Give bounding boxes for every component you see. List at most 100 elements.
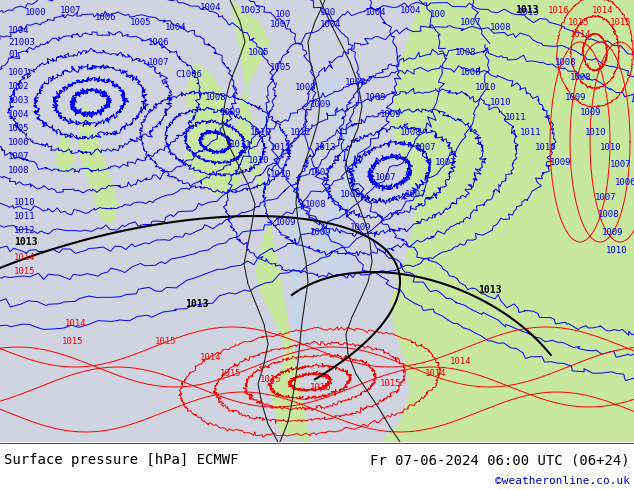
Text: 1007: 1007 <box>405 190 427 198</box>
Text: 1007: 1007 <box>375 172 396 181</box>
Text: 1009: 1009 <box>550 157 571 167</box>
Text: 1005: 1005 <box>248 48 269 56</box>
Text: 1009: 1009 <box>565 93 586 101</box>
Text: 1009: 1009 <box>602 227 623 237</box>
Text: 1010: 1010 <box>14 197 36 206</box>
Text: 1016: 1016 <box>548 5 569 15</box>
Text: 1015: 1015 <box>380 379 401 389</box>
Text: 1011: 1011 <box>230 140 252 148</box>
Text: 1011: 1011 <box>270 143 292 151</box>
Text: 1010: 1010 <box>585 127 607 137</box>
Text: 1013: 1013 <box>315 143 337 151</box>
Polygon shape <box>185 62 245 197</box>
Text: 1009: 1009 <box>275 218 297 226</box>
Text: 1007: 1007 <box>310 168 332 176</box>
Text: 1013: 1013 <box>515 5 538 15</box>
Text: 1010: 1010 <box>606 245 628 254</box>
Text: 1009: 1009 <box>350 222 372 231</box>
Text: 1015: 1015 <box>220 369 242 378</box>
Text: 1013: 1013 <box>14 237 37 247</box>
Polygon shape <box>310 72 365 292</box>
Text: 1008: 1008 <box>400 127 422 137</box>
Text: 01: 01 <box>8 49 19 58</box>
Text: 1006: 1006 <box>148 38 169 47</box>
Text: 1014: 1014 <box>65 319 86 328</box>
Text: 100: 100 <box>430 9 446 19</box>
Text: 1007: 1007 <box>415 143 436 151</box>
Polygon shape <box>55 132 75 174</box>
Text: 1006: 1006 <box>8 138 30 147</box>
Text: 1005: 1005 <box>8 123 30 132</box>
Text: 1011: 1011 <box>14 212 36 220</box>
Polygon shape <box>288 182 310 352</box>
Text: Surface pressure [hPa] ECMWF: Surface pressure [hPa] ECMWF <box>4 453 238 467</box>
Text: 1009: 1009 <box>365 93 387 101</box>
Text: 1008: 1008 <box>205 93 226 101</box>
Text: 1008: 1008 <box>570 73 592 81</box>
Text: 1008: 1008 <box>598 210 619 219</box>
Text: 1008: 1008 <box>345 77 366 87</box>
Text: 21003: 21003 <box>8 38 35 47</box>
Text: 1003: 1003 <box>8 96 30 104</box>
Text: 1007: 1007 <box>610 160 631 169</box>
Text: 1016: 1016 <box>310 383 332 392</box>
Text: 1004: 1004 <box>200 2 221 11</box>
Text: 1015: 1015 <box>155 338 176 346</box>
Text: 1014: 1014 <box>425 369 446 378</box>
Polygon shape <box>230 0 634 442</box>
Text: 1008: 1008 <box>555 57 576 67</box>
Text: 1004: 1004 <box>8 25 30 34</box>
Text: 1008: 1008 <box>460 68 481 76</box>
Text: 1001: 1001 <box>8 68 30 76</box>
Text: 1007: 1007 <box>270 20 292 28</box>
Text: 1008: 1008 <box>295 82 316 92</box>
Text: 1015: 1015 <box>568 18 590 26</box>
Text: 1015: 1015 <box>62 338 84 346</box>
Text: 1004: 1004 <box>8 109 30 119</box>
Text: 1008: 1008 <box>305 199 327 209</box>
Text: 1010: 1010 <box>270 170 292 178</box>
Text: 1007: 1007 <box>60 5 82 15</box>
Text: 100: 100 <box>320 7 336 17</box>
Text: 1014: 1014 <box>570 29 592 39</box>
Text: 1007: 1007 <box>148 57 169 67</box>
Text: 1010: 1010 <box>475 82 496 92</box>
Text: 1013: 1013 <box>518 7 540 17</box>
Text: 1008: 1008 <box>455 48 477 56</box>
Text: ©weatheronline.co.uk: ©weatheronline.co.uk <box>495 476 630 487</box>
Text: 1013: 1013 <box>185 299 209 309</box>
Text: 1015: 1015 <box>610 18 631 26</box>
Text: 1014: 1014 <box>14 252 36 262</box>
Text: 1011: 1011 <box>505 113 526 122</box>
Text: 1003: 1003 <box>240 5 261 15</box>
Text: 1006: 1006 <box>615 177 634 187</box>
Text: 1009: 1009 <box>310 227 332 237</box>
Text: 1015: 1015 <box>14 268 36 276</box>
Text: 1005: 1005 <box>130 18 152 26</box>
Text: 1004: 1004 <box>365 7 387 17</box>
Text: 1010: 1010 <box>490 98 512 106</box>
Text: 1007: 1007 <box>435 157 456 167</box>
Text: 1014: 1014 <box>200 352 221 362</box>
Text: 1007: 1007 <box>8 151 30 161</box>
Text: 100: 100 <box>275 9 291 19</box>
Text: 1002: 1002 <box>8 81 30 91</box>
Text: 1005: 1005 <box>270 63 292 72</box>
Text: 1014: 1014 <box>592 5 614 15</box>
Text: 1009: 1009 <box>580 107 602 117</box>
Text: 1008: 1008 <box>490 23 512 31</box>
Text: 1008: 1008 <box>340 190 361 198</box>
Text: 1004: 1004 <box>165 23 186 31</box>
Text: 1010: 1010 <box>600 143 621 151</box>
Text: 1007: 1007 <box>595 193 616 201</box>
Text: 1013: 1013 <box>478 285 501 295</box>
Text: 1009: 1009 <box>220 107 242 117</box>
Text: 1011: 1011 <box>520 127 541 137</box>
Text: 1004: 1004 <box>400 5 422 15</box>
Text: 1006: 1006 <box>95 13 117 22</box>
Text: C1006: C1006 <box>175 70 202 78</box>
Text: 1000: 1000 <box>25 7 46 17</box>
Text: 1012: 1012 <box>14 225 36 235</box>
Text: 1010: 1010 <box>248 155 269 165</box>
Text: 1010: 1010 <box>535 143 557 151</box>
